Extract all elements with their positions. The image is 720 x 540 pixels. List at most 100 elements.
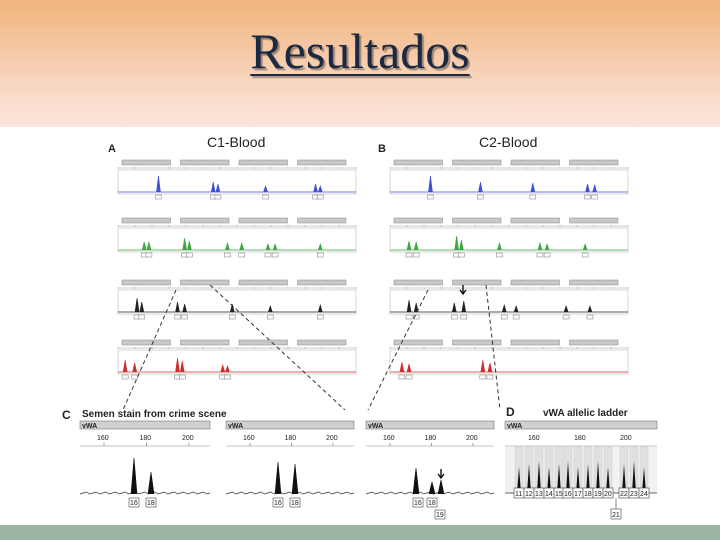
panel-c-3-tick-label: 160	[383, 435, 395, 442]
allele-call-box	[121, 374, 129, 380]
zoom-connector	[485, 284, 501, 411]
allele-call-box	[486, 374, 494, 380]
panel-c-title: Semen stain from crime scene	[82, 409, 227, 420]
ladder-allele-label: 12	[525, 491, 533, 498]
panel-d-letter: D	[506, 405, 515, 419]
trace-peak	[406, 299, 412, 313]
trace-peak	[313, 183, 318, 193]
trace-peak	[413, 302, 419, 313]
allele-call-box	[271, 252, 279, 258]
allele-call-box	[412, 314, 420, 320]
ladder-allele-label: 11	[515, 491, 522, 498]
panel-c-arrow-marker	[437, 469, 445, 480]
panel-b-trace	[389, 279, 629, 320]
ladder-peak	[596, 461, 600, 493]
panel-c-1-peak	[130, 457, 138, 495]
panel-c-1-locus-bar	[79, 420, 211, 430]
trace-frame	[389, 169, 629, 195]
allele-call-box	[186, 252, 193, 258]
locus-header-box	[569, 339, 619, 346]
allele-call-box	[584, 194, 591, 200]
allele-call-box	[228, 314, 236, 320]
allele-call-box	[458, 252, 465, 258]
panel-a-title: C1-Blood	[207, 134, 265, 150]
trace-peak	[268, 305, 273, 313]
trace-peak	[413, 241, 419, 251]
panel-c-2-allele-box	[272, 497, 284, 508]
panel-d-tick-label: 200	[620, 435, 632, 442]
panel-c-2-tick-label: 200	[326, 435, 338, 442]
panel-a-trace	[117, 339, 357, 380]
trace-frame	[117, 169, 357, 195]
panel-c-1-tick-label: 200	[182, 435, 194, 442]
allele-call-box	[267, 314, 274, 320]
ladder-peak	[557, 464, 561, 493]
locus-header-box	[393, 279, 443, 286]
panel-a-trace	[117, 217, 357, 258]
locus-header-box	[180, 279, 230, 286]
trace-peak	[187, 240, 192, 251]
panel-c-1-allele-label: 16	[130, 500, 138, 507]
footer-bar	[0, 525, 720, 540]
trace-peak	[399, 361, 405, 373]
zoom-connector	[209, 284, 346, 411]
trace-frame	[117, 349, 357, 375]
ladder-extra-allele-label: 21	[612, 512, 620, 519]
allele-call-box	[262, 194, 269, 200]
trace-frame	[389, 349, 629, 375]
panel-a-trace	[117, 159, 357, 200]
allele-call-box	[460, 314, 468, 320]
allele-call-box	[562, 314, 570, 320]
trace-peak	[175, 301, 180, 313]
panel-b-title: C2-Blood	[479, 134, 537, 150]
trace-peak	[265, 243, 271, 251]
panel-c-2-allele-label: 18	[291, 500, 299, 507]
allele-call-box	[543, 252, 551, 258]
locus-header-box	[297, 217, 347, 224]
trace-peak	[459, 239, 464, 251]
allele-call-box	[145, 252, 153, 258]
trace-frame	[117, 289, 357, 315]
trace-peak	[406, 363, 412, 373]
ladder-allele-label: 18	[584, 491, 592, 498]
trace-peak	[156, 175, 161, 193]
allele-call-box	[405, 252, 413, 258]
panel-c-letter: C	[62, 408, 71, 422]
trace-peak	[139, 301, 145, 313]
allele-call-box	[179, 374, 186, 380]
slide-title: Resultados	[250, 23, 470, 79]
locus-header-box	[569, 279, 619, 286]
trace-peak	[428, 175, 433, 193]
trace-peak	[146, 241, 152, 251]
trace-peak	[563, 305, 569, 313]
panel-c-extra-allele-box	[434, 509, 446, 520]
panel-a-letter: A	[108, 143, 116, 155]
allele-call-box	[512, 314, 520, 320]
allele-call-box	[155, 194, 162, 200]
panel-c-3-allele-box	[412, 497, 424, 508]
trace-peak	[487, 362, 493, 373]
panel-c-1-baseline	[79, 491, 211, 495]
panel-c-1-allele-box	[145, 497, 157, 508]
panel-c-3-peak	[428, 481, 436, 495]
ladder-allele-label: 15	[555, 491, 563, 498]
panel-c-1-peak	[147, 471, 155, 495]
allele-call-box	[317, 194, 324, 200]
trace-peak	[210, 181, 216, 193]
ladder-peak	[537, 461, 541, 493]
panel-c-1-tick-label: 160	[97, 435, 109, 442]
locus-header-box	[238, 159, 288, 166]
trace-peak	[318, 303, 323, 313]
trace-peak	[454, 235, 459, 251]
ladder-allele-box	[602, 487, 614, 499]
trace-peak	[175, 357, 180, 373]
ladder-allele-label: 19	[594, 491, 602, 498]
allele-call-box	[131, 374, 138, 380]
ladder-allele-box	[638, 487, 650, 499]
allele-call-box	[451, 314, 458, 320]
trace-peak	[182, 237, 187, 251]
trace-peak	[182, 303, 187, 313]
trace-peak	[582, 243, 588, 251]
allele-call-box	[412, 252, 420, 258]
trace-peak	[478, 181, 483, 193]
